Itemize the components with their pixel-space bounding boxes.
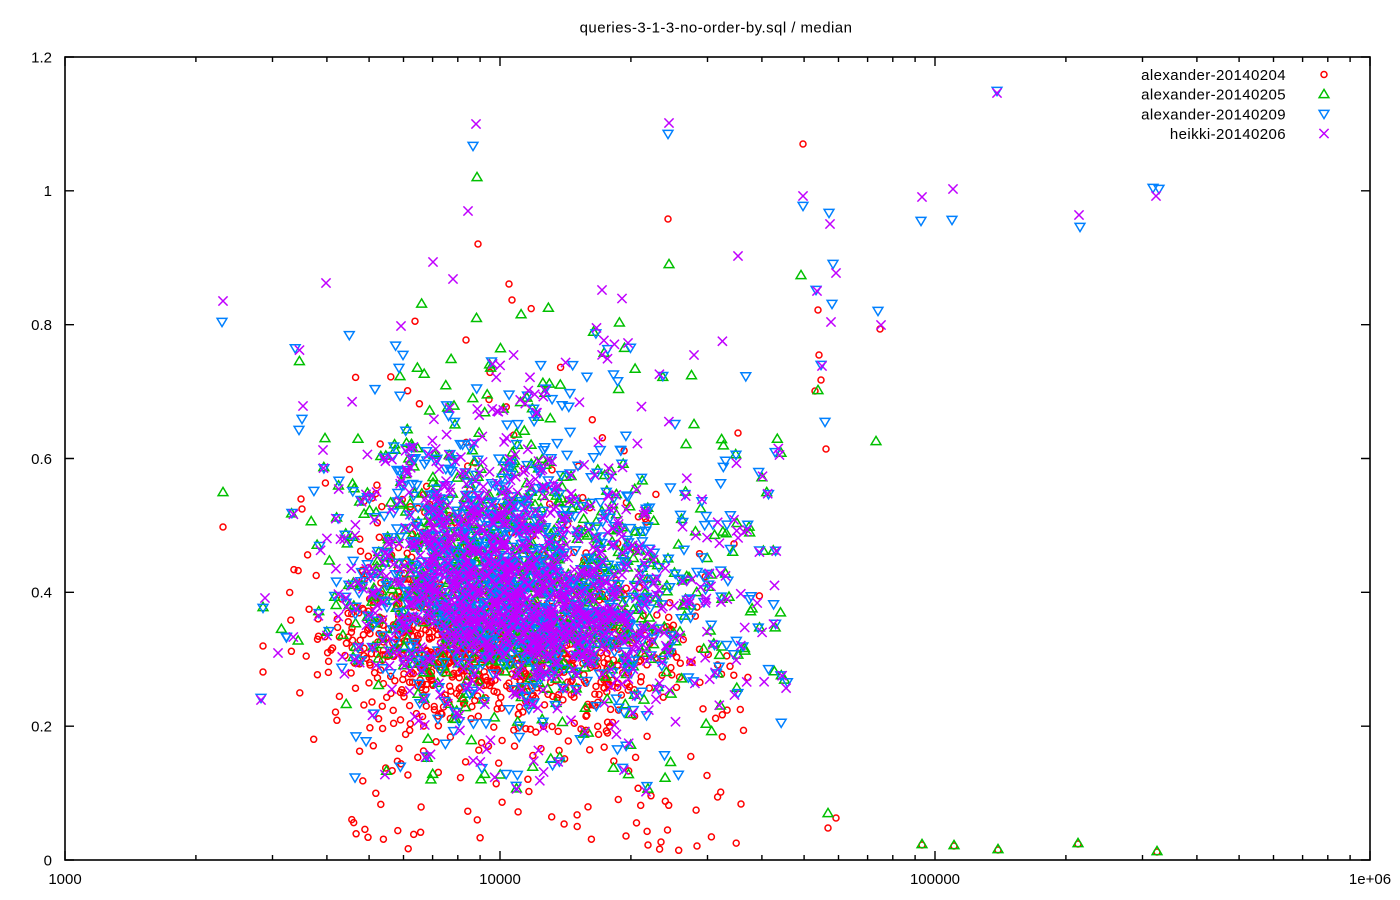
svg-text:1e+06: 1e+06	[1349, 871, 1391, 888]
svg-text:0.8: 0.8	[31, 317, 52, 334]
svg-text:1.2: 1.2	[31, 49, 52, 66]
svg-text:1000: 1000	[48, 871, 81, 888]
svg-text:alexander-20140204: alexander-20140204	[1141, 67, 1286, 84]
svg-text:heikki-20140206: heikki-20140206	[1170, 126, 1286, 143]
svg-text:0: 0	[44, 852, 52, 869]
svg-text:alexander-20140209: alexander-20140209	[1141, 107, 1286, 124]
svg-text:0.2: 0.2	[31, 719, 52, 736]
svg-text:1: 1	[44, 183, 52, 200]
svg-text:alexander-20140205: alexander-20140205	[1141, 87, 1286, 104]
svg-text:0.6: 0.6	[31, 451, 52, 468]
svg-text:10000: 10000	[479, 871, 521, 888]
svg-text:queries-3-1-3-no-order-by.sql: queries-3-1-3-no-order-by.sql / median	[580, 20, 853, 37]
svg-text:0.4: 0.4	[31, 585, 52, 602]
svg-text:100000: 100000	[910, 871, 960, 888]
